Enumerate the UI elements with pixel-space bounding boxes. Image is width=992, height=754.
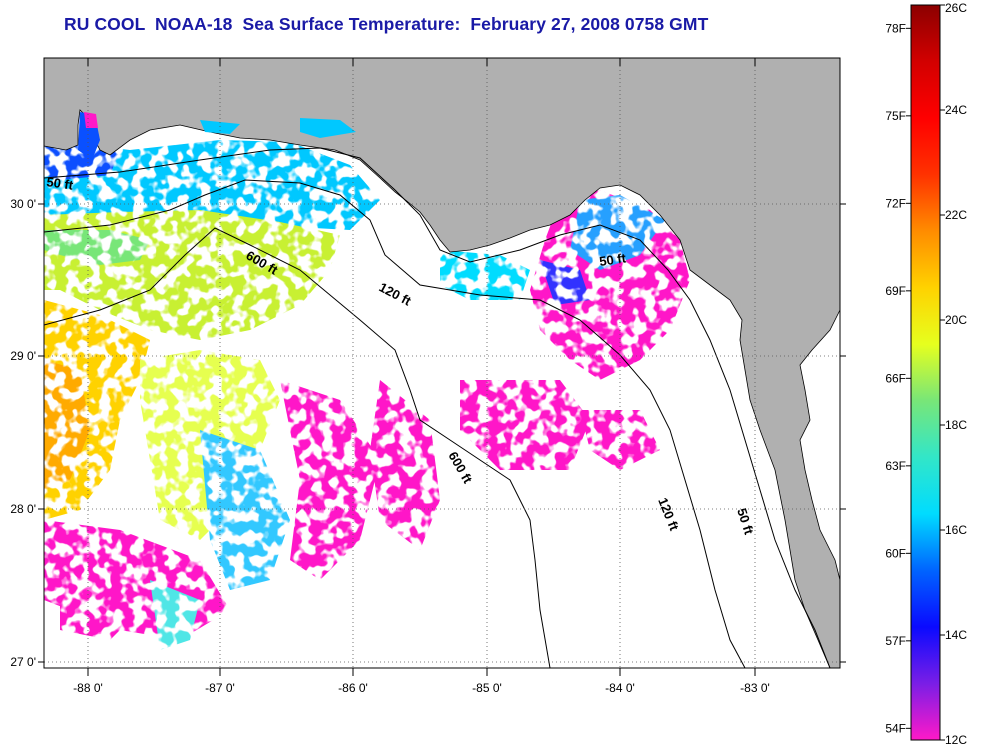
fahrenheit-label: 54F [885, 721, 906, 735]
longitude-label: -88 0' [73, 681, 103, 695]
map-frame [43, 57, 841, 669]
celsius-label: 14C [945, 628, 967, 642]
celsius-label: 20C [945, 313, 967, 327]
celsius-label: 26C [945, 1, 967, 15]
latitude-axis: 30 0' 29 0' 28 0' 27 0' [10, 197, 36, 669]
frame-ticks [38, 58, 846, 676]
map-title: RU COOL NOAA-18 Sea Surface Temperature:… [64, 14, 709, 34]
celsius-label: 12C [945, 733, 967, 747]
depth-contours [44, 147, 831, 668]
fahrenheit-label: 66F [885, 371, 906, 385]
colorbar: 78F 75F 72F 69F 66F 63F 60F 57F 54F 26C 24C 22C 20C… [885, 1, 967, 747]
bay-pink [84, 112, 98, 128]
longitude-label: -86 0' [338, 681, 368, 695]
celsius-label: 16C [945, 523, 967, 537]
sst-field [44, 140, 690, 650]
longitude-axis: -88 0' -87 0' -86 0' -85 0' -84 0' -83 0… [73, 681, 770, 695]
contour-50ft [44, 147, 831, 668]
longitude-label: -84 0' [605, 681, 635, 695]
contour-600ft [44, 227, 551, 668]
fahrenheit-label: 72F [885, 196, 906, 210]
latitude-label: 30 0' [10, 197, 36, 211]
graticule [44, 58, 840, 668]
contour-label: 50 ft [46, 174, 75, 193]
celsius-label: 24C [945, 103, 967, 117]
latitude-label: 28 0' [10, 502, 36, 516]
fahrenheit-label: 57F [885, 634, 906, 648]
latitude-label: 27 0' [10, 655, 36, 669]
longitude-label: -83 0' [740, 681, 770, 695]
latitude-label: 29 0' [10, 349, 36, 363]
longitude-label: -85 0' [472, 681, 502, 695]
fahrenheit-label: 63F [885, 459, 906, 473]
celsius-label: 18C [945, 418, 967, 432]
land-north [44, 58, 840, 668]
fahrenheit-label: 69F [885, 284, 906, 298]
fahrenheit-label: 78F [885, 21, 906, 35]
celsius-label: 22C [945, 208, 967, 222]
longitude-label: -87 0' [205, 681, 235, 695]
fahrenheit-label: 75F [885, 109, 906, 123]
fahrenheit-scale: 78F 75F 72F 69F 66F 63F 60F 57F 54F [885, 21, 911, 735]
contour-120ft [44, 179, 746, 668]
fahrenheit-label: 60F [885, 546, 906, 560]
celsius-scale: 26C 24C 22C 20C 18C 16C 14C 12C [940, 1, 967, 747]
coastal-bay [300, 118, 356, 138]
colorbar-gradient [910, 4, 941, 741]
